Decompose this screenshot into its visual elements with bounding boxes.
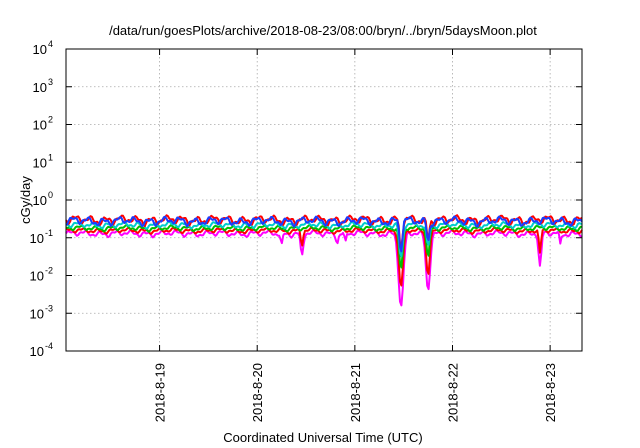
chart-title: /data/run/goesPlots/archive/2018-08-23/0…	[109, 23, 537, 38]
y-tick-label: 100	[33, 190, 53, 208]
y-tick-label: 10-4	[30, 341, 53, 359]
x-tick-label: 2018-8-20	[250, 363, 265, 422]
series-line	[65, 215, 583, 253]
y-tick-exponent: -3	[45, 303, 53, 313]
y-tick-label: 10-3	[30, 303, 53, 321]
y-tick-label: 104	[33, 39, 53, 57]
x-tick-label: 2018-8-21	[348, 363, 363, 422]
y-tick-exponent: 1	[48, 152, 53, 162]
y-axis-label: cGy/day	[18, 176, 33, 224]
y-tick-exponent: 4	[48, 39, 53, 49]
y-tick-exponent: -4	[45, 341, 53, 351]
series-line	[65, 224, 583, 269]
y-tick-exponent: 2	[48, 115, 53, 125]
y-tick-exponent: 0	[48, 190, 53, 200]
y-tick-label: 10-1	[30, 228, 53, 246]
x-axis-label: Coordinated Universal Time (UTC)	[223, 430, 422, 445]
series-line	[65, 229, 583, 307]
x-tick-label: 2018-8-23	[543, 363, 558, 422]
grid	[66, 49, 582, 351]
y-tick-label: 101	[33, 152, 53, 170]
x-ticks: 2018-8-19 2018-8-20 2018-8-21 2018-8-22 2018…	[153, 49, 558, 422]
y-tick-label: 102	[33, 115, 53, 133]
y-tick-label: 103	[33, 77, 53, 95]
y-tick-exponent: 3	[48, 77, 53, 87]
x-tick-label: 2018-8-19	[153, 363, 168, 422]
y-tick-label: 10-2	[30, 266, 53, 284]
y-tick-exponent: -1	[45, 228, 53, 238]
y-tick-exponent: -2	[45, 266, 53, 276]
series-group	[65, 214, 583, 307]
x-tick-label: 2018-8-22	[445, 363, 460, 422]
